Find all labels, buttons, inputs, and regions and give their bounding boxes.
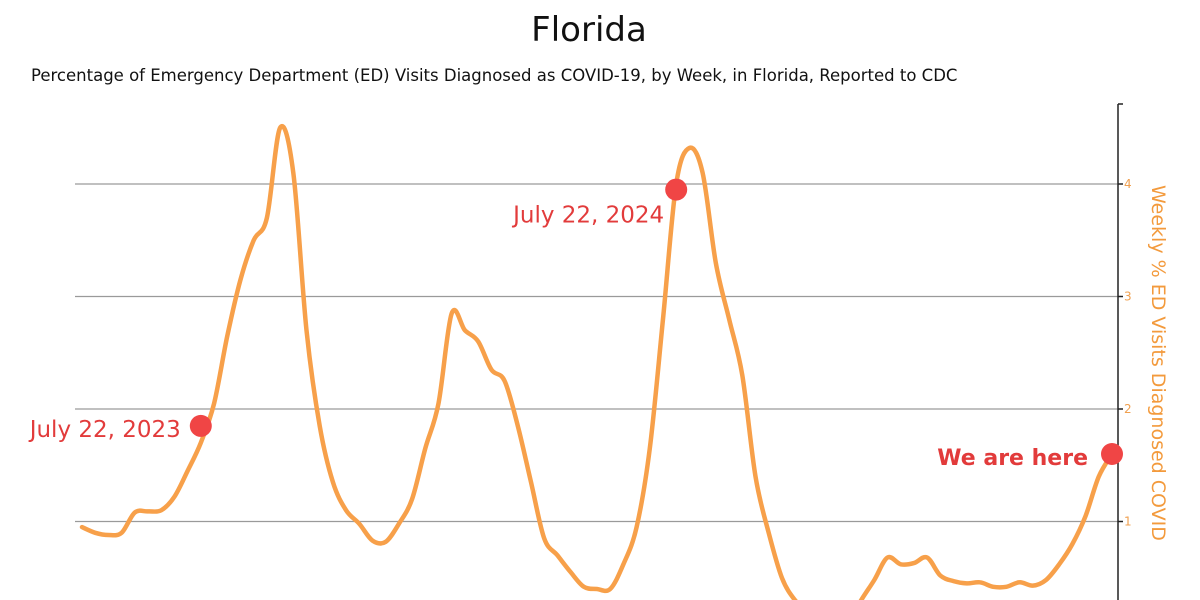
annotations: July 22, 2023 July 22, 2024 We are here bbox=[28, 178, 1123, 471]
annotation-marker-1 bbox=[189, 414, 212, 437]
annotation-marker-3 bbox=[1101, 443, 1123, 465]
annotation-label-2: July 22, 2024 bbox=[511, 203, 664, 229]
y-tick-label-3: 3 bbox=[1124, 290, 1132, 304]
y-tick-label-4: 4 bbox=[1124, 177, 1132, 191]
series-line bbox=[79, 123, 1115, 600]
gridlines bbox=[75, 183, 1123, 523]
chart-title: Florida bbox=[531, 10, 647, 50]
annotation-label-1: July 22, 2023 bbox=[28, 417, 181, 443]
y-tick-label-2: 2 bbox=[1124, 402, 1132, 416]
y-axis-label: Weekly % ED Visits Diagnosed COVID bbox=[1147, 185, 1169, 541]
y-tick-labels: 1 2 3 4 bbox=[1124, 177, 1132, 529]
y-tick-label-1: 1 bbox=[1124, 515, 1132, 529]
annotation-marker-2 bbox=[665, 178, 688, 201]
chart-subtitle: Percentage of Emergency Department (ED) … bbox=[31, 66, 958, 85]
annotation-label-3: We are here bbox=[937, 446, 1088, 471]
